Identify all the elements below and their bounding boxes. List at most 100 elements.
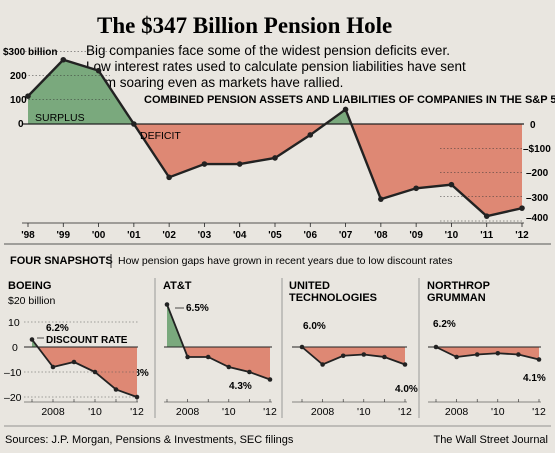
main-point-'04 — [236, 161, 243, 167]
boeing-point-2007 — [29, 337, 35, 342]
att-point-2007 — [164, 302, 170, 307]
noc-rate-start: 6.2% — [433, 319, 456, 330]
x-tick-label-'99: '99 — [57, 230, 71, 241]
subtitle-line-3: them soaring even as markets have rallie… — [86, 75, 343, 90]
att-x-tick-label-2010: '10 — [222, 406, 236, 418]
boeing-discount-rate-label: DISCOUNT RATE — [46, 335, 128, 346]
att-title: AT&T — [163, 280, 192, 292]
main-point-'10 — [448, 181, 455, 188]
subtitle-line-1: Big companies face some of the widest pe… — [86, 43, 450, 58]
x-tick-label-'02: '02 — [162, 230, 176, 241]
left-axis-label-300: $300 billion — [3, 47, 57, 58]
att-x-tick-label-2008: 2008 — [176, 406, 200, 418]
noc-chart: 2008 '10 '12 — [428, 344, 546, 418]
main-point-'01 — [131, 121, 137, 127]
noc-x-tick-label-2010: '10 — [491, 406, 505, 418]
utx-x-tick-label-2010: '10 — [357, 406, 371, 418]
utx-x-tick-label-2012: '12 — [398, 406, 412, 418]
main-deficit-area-1 — [133, 124, 326, 178]
utx-point-2011 — [382, 354, 387, 360]
noc-point-2012 — [536, 357, 542, 362]
main-chart-heading: COMBINED PENSION ASSETS AND LIABILITIES … — [144, 94, 555, 106]
x-tick-label-'08: '08 — [374, 230, 388, 241]
x-tick-label-'00: '00 — [92, 230, 106, 241]
boeing-rate-end: 3.8% — [126, 368, 149, 379]
boeing-ytick-minus20: –20 — [4, 392, 22, 404]
publisher-credit: The Wall Street Journal — [433, 434, 548, 446]
boeing-point-2010 — [92, 369, 98, 375]
boeing-point-2011 — [113, 387, 119, 392]
att-x-tick-label-2012: '12 — [263, 406, 277, 418]
att-chart: 2008 '10 '12 — [164, 302, 277, 418]
noc-x-tick-label-2008: 2008 — [445, 406, 469, 418]
noc-point-2009 — [474, 352, 480, 357]
att-point-2009 — [205, 354, 211, 360]
utx-rate-end: 4.0% — [395, 384, 418, 395]
boeing-title: BOEING — [8, 280, 51, 292]
snapshots-description: How pension gaps have grown in recent ye… — [118, 255, 452, 267]
att-rate-end: 4.3% — [229, 381, 252, 392]
right-axis-label-400: –400 — [526, 213, 549, 224]
main-deficit-area-3 — [351, 124, 522, 217]
utx-title-line-1: UNITED — [289, 280, 330, 292]
main-surplus-area-0 — [28, 59, 134, 124]
noc-title-line-1: NORTHROP — [427, 280, 490, 292]
att-point-2008 — [185, 354, 190, 360]
main-point-'00 — [95, 67, 102, 74]
right-axis-label-200: –200 — [526, 168, 549, 179]
snapshots-heading: FOUR SNAPSHOTS — [10, 255, 113, 267]
source-note: Sources: J.P. Morgan, Pensions & Investm… — [5, 434, 294, 446]
utx-point-2007 — [299, 344, 305, 350]
att-point-2010 — [226, 364, 232, 370]
main-point-'12 — [519, 205, 525, 211]
utx-deficit-area-0 — [302, 347, 405, 365]
boeing-deficit-area-1 — [37, 347, 137, 397]
right-axis-label-100: –$100 — [523, 144, 551, 155]
boeing-series-line — [31, 338, 138, 398]
utx-rate-start: 6.0% — [303, 321, 326, 332]
noc-point-2008 — [454, 354, 459, 360]
boeing-ytick-minus10: –10 — [4, 367, 22, 379]
x-tick-label-'07: '07 — [339, 230, 353, 241]
utx-point-2008 — [320, 362, 325, 367]
right-axis: 0 –$100 –200 –300 –400 — [523, 120, 551, 224]
main-point-'11 — [483, 213, 490, 219]
boeing-point-2008 — [50, 364, 56, 370]
att-rate-start: 6.5% — [186, 303, 209, 314]
x-tick-label-'11: '11 — [480, 230, 493, 241]
deficit-label: DEFICIT — [140, 130, 181, 142]
utx-x-tick-label-2008: 2008 — [311, 406, 335, 418]
right-axis-label-0: 0 — [530, 120, 536, 131]
subtitle-line-2: Low interest rates used to calculate pen… — [86, 59, 466, 74]
x-tick-label-'01: '01 — [127, 230, 141, 241]
snapshot-united-technologies: UNITED TECHNOLOGIES 6.0% 4.0% — [289, 280, 418, 395]
utx-point-2010 — [361, 352, 367, 357]
boeing-ylabel: $20 billion — [8, 295, 55, 307]
left-axis-label-100: 100 — [10, 95, 27, 106]
x-tick-label-'05: '05 — [268, 230, 282, 241]
boeing-ytick-10: 10 — [8, 317, 20, 329]
snapshot-boeing: BOEING $20 billion 10 0 –10 –20 6.2% DIS… — [4, 280, 149, 404]
boeing-point-2009 — [71, 359, 77, 365]
utx-series-line — [301, 346, 406, 366]
boeing-x-tick-label-2008: 2008 — [41, 406, 65, 418]
x-tick-label-'09: '09 — [409, 230, 423, 241]
main-gridlines — [22, 50, 524, 222]
x-tick-label-'04: '04 — [233, 230, 247, 241]
utx-point-2009 — [340, 353, 346, 359]
att-point-2011 — [247, 369, 252, 375]
main-point-'02 — [166, 174, 172, 181]
x-tick-label-'12: '12 — [515, 230, 529, 241]
main-point-'09 — [413, 185, 419, 192]
main-point-'06 — [307, 132, 314, 138]
noc-x-tick-label-2012: '12 — [532, 406, 546, 418]
right-axis-label-300: –300 — [526, 193, 549, 204]
main-point-'08 — [378, 196, 384, 202]
noc-title-line-2: GRUMMAN — [427, 292, 486, 304]
boeing-rate-start: 6.2% — [46, 323, 69, 334]
boeing-x-tick-label-2010: '10 — [88, 406, 102, 418]
main-chart: COMBINED PENSION ASSETS AND LIABILITIES … — [3, 47, 555, 241]
utx-chart: 2008 '10 '12 — [292, 344, 412, 418]
x-tick-label-'98: '98 — [21, 230, 35, 241]
main-point-'07 — [342, 106, 349, 113]
